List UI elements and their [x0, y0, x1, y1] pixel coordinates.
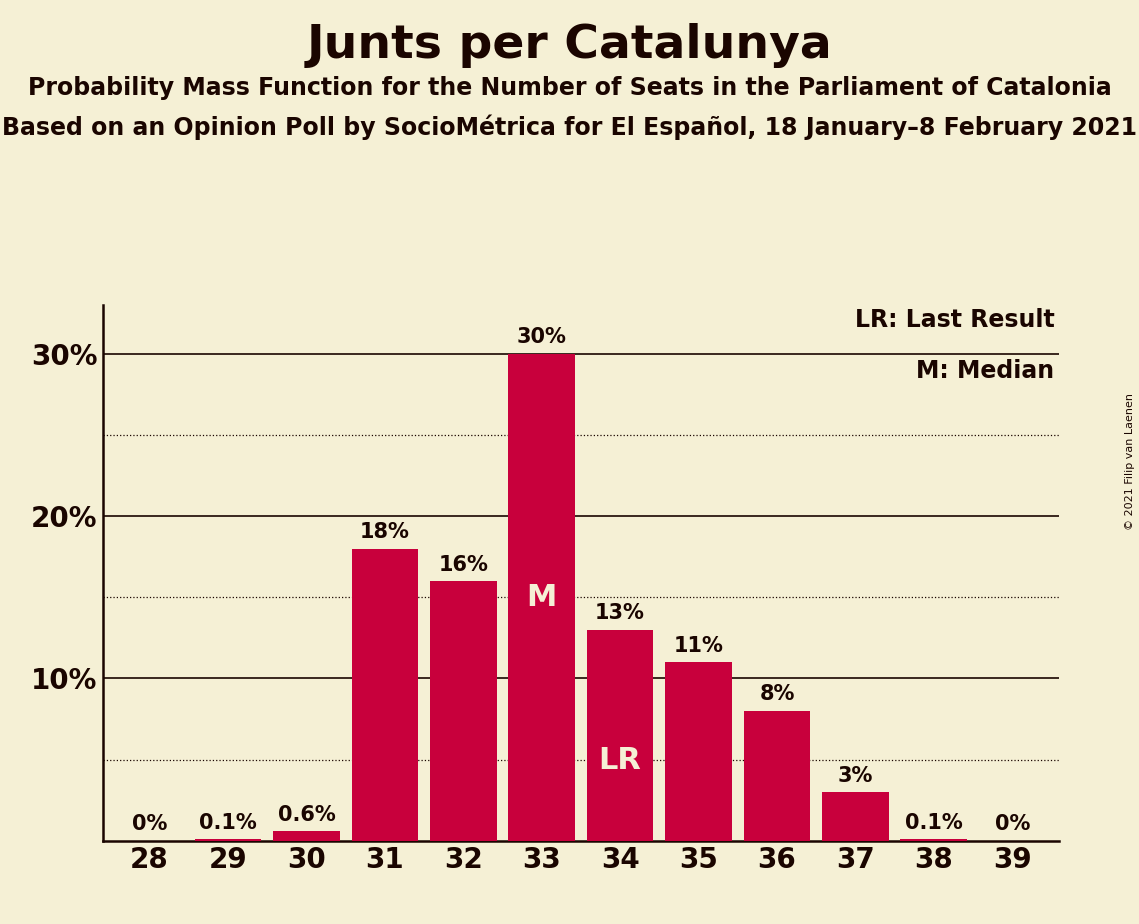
- Text: LR: LR: [599, 746, 641, 775]
- Bar: [587, 630, 654, 841]
- Text: M: M: [526, 583, 557, 612]
- Text: Probability Mass Function for the Number of Seats in the Parliament of Catalonia: Probability Mass Function for the Number…: [27, 76, 1112, 100]
- Bar: [508, 354, 575, 841]
- Text: LR: Last Result: LR: Last Result: [854, 308, 1055, 332]
- Text: M: Median: M: Median: [917, 359, 1055, 383]
- Text: 3%: 3%: [837, 766, 874, 785]
- Bar: [665, 663, 732, 841]
- Bar: [429, 581, 497, 841]
- Text: 0%: 0%: [994, 814, 1030, 834]
- Text: 16%: 16%: [439, 554, 489, 575]
- Text: 30%: 30%: [517, 327, 566, 347]
- Text: 13%: 13%: [596, 603, 645, 623]
- Text: 8%: 8%: [760, 685, 795, 704]
- Text: Junts per Catalunya: Junts per Catalunya: [306, 23, 833, 68]
- Text: © 2021 Filip van Laenen: © 2021 Filip van Laenen: [1125, 394, 1134, 530]
- Bar: [195, 839, 261, 841]
- Text: 11%: 11%: [673, 636, 723, 656]
- Text: 0.1%: 0.1%: [904, 813, 962, 833]
- Text: 0.6%: 0.6%: [278, 805, 335, 824]
- Bar: [744, 711, 810, 841]
- Text: Based on an Opinion Poll by SocioMétrica for El Español, 18 January–8 February 2: Based on an Opinion Poll by SocioMétrica…: [2, 115, 1137, 140]
- Bar: [273, 831, 339, 841]
- Bar: [352, 549, 418, 841]
- Text: 0%: 0%: [132, 814, 167, 834]
- Text: 18%: 18%: [360, 522, 410, 542]
- Text: 0.1%: 0.1%: [199, 813, 257, 833]
- Bar: [822, 792, 888, 841]
- Bar: [901, 839, 967, 841]
